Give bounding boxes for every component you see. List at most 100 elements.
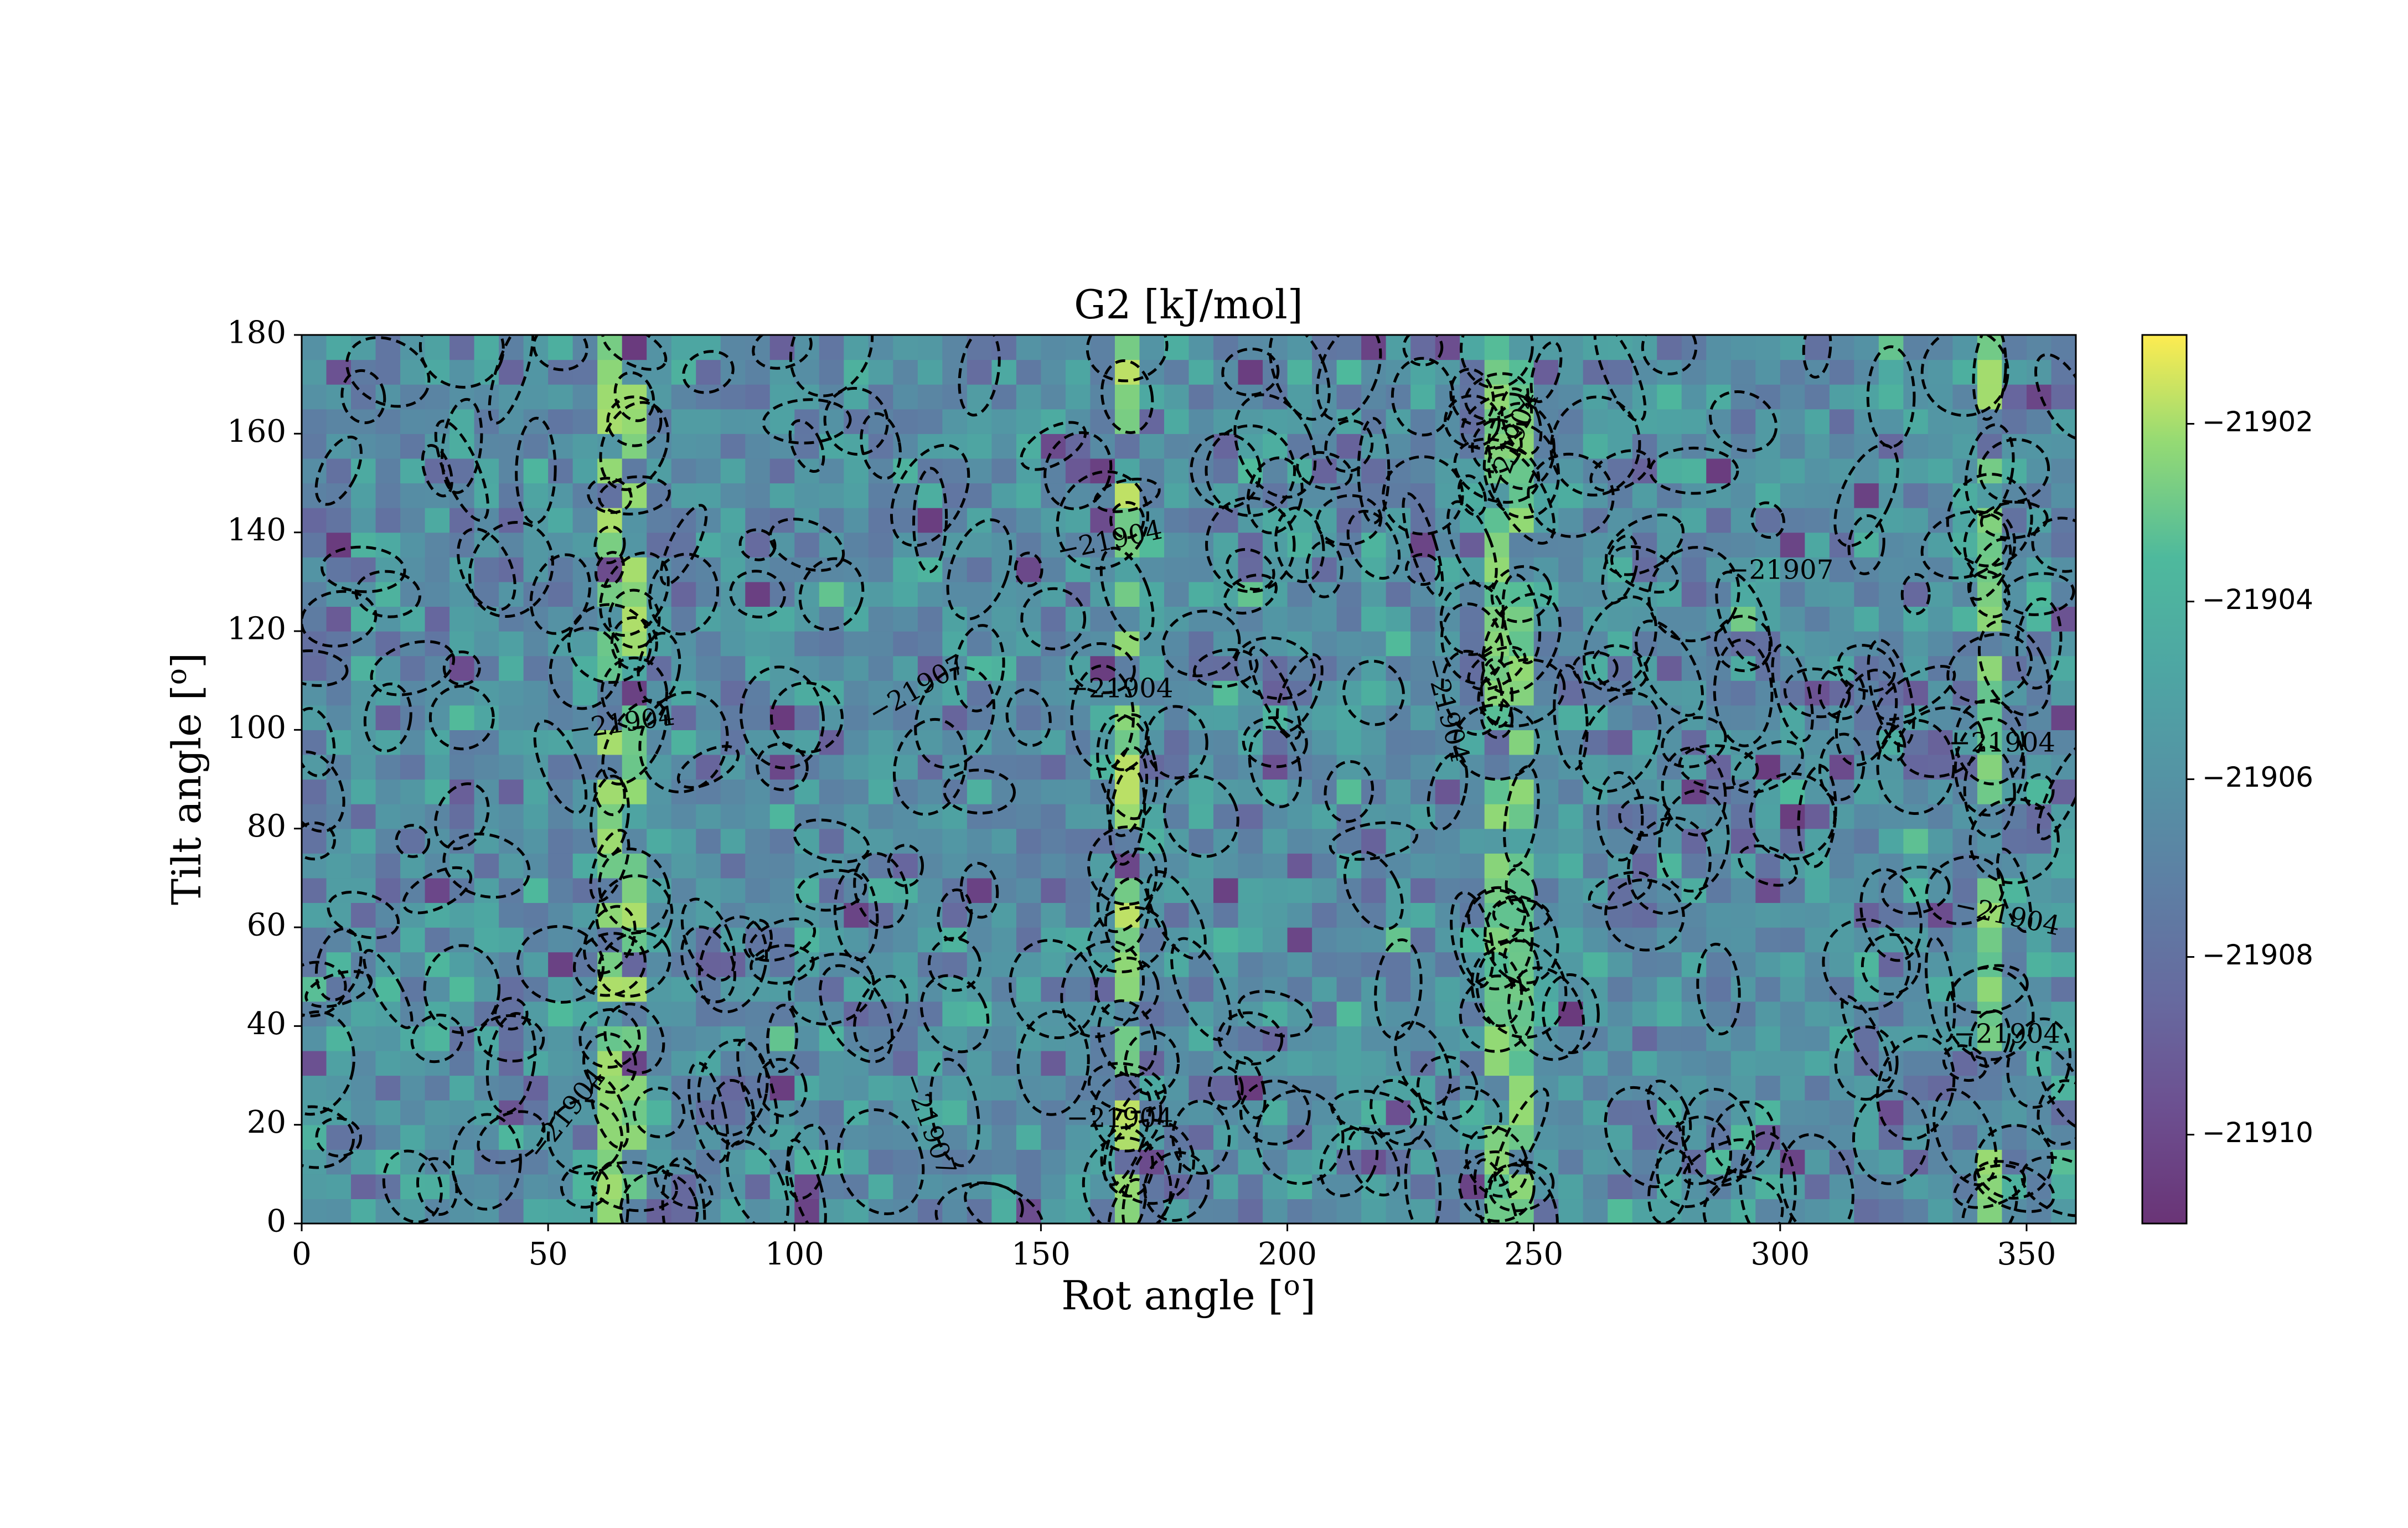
heatmap-cell bbox=[375, 804, 401, 829]
contour-line bbox=[823, 386, 889, 456]
contour-line bbox=[912, 467, 948, 574]
heatmap-cell bbox=[844, 483, 869, 508]
heatmap-cell bbox=[302, 1149, 327, 1175]
heatmap-cell bbox=[1361, 532, 1387, 557]
heatmap-cell bbox=[720, 1001, 746, 1026]
heatmap-cell bbox=[326, 1124, 352, 1150]
heatmap-cell bbox=[1780, 1174, 1805, 1200]
heatmap-cell bbox=[696, 409, 721, 434]
heatmap-cell bbox=[2051, 458, 2076, 484]
heatmap-cell bbox=[1041, 902, 1066, 928]
contour-line bbox=[887, 844, 924, 887]
heatmap-cell bbox=[1558, 853, 1584, 879]
contour-line bbox=[354, 570, 421, 618]
heatmap-cell bbox=[1952, 409, 1978, 434]
contour-line bbox=[1482, 422, 1560, 519]
contour-line bbox=[1207, 1066, 1244, 1110]
heatmap-cell bbox=[1410, 680, 1436, 706]
heatmap-cell bbox=[1361, 1199, 1387, 1224]
heatmap-cell bbox=[1016, 902, 1042, 928]
heatmap-cell bbox=[893, 1174, 918, 1200]
heatmap-cell bbox=[1361, 1026, 1387, 1051]
heatmap-cell bbox=[696, 804, 721, 829]
heatmap-cell bbox=[769, 1026, 795, 1051]
contour-line bbox=[457, 527, 516, 612]
heatmap-cell bbox=[1189, 335, 1214, 360]
heatmap-cell bbox=[1164, 730, 1190, 755]
contour-line bbox=[1818, 732, 1866, 801]
heatmap-cell bbox=[917, 508, 943, 533]
heatmap-cell bbox=[1928, 581, 1954, 607]
heatmap-cell bbox=[1410, 902, 1436, 928]
heatmap-cell bbox=[1730, 384, 1756, 410]
contour-line bbox=[1161, 610, 1241, 678]
heatmap-cell bbox=[769, 409, 795, 434]
heatmap-cell bbox=[1189, 359, 1214, 385]
heatmap-cell bbox=[819, 508, 844, 533]
heatmap-cell bbox=[671, 804, 696, 829]
heatmap-cell bbox=[622, 853, 647, 879]
heatmap-cell bbox=[1065, 557, 1091, 582]
heatmap-cell bbox=[1681, 433, 1707, 459]
heatmap-cell bbox=[572, 581, 598, 607]
heatmap-cell bbox=[1829, 902, 1854, 928]
contour-line bbox=[1527, 452, 1615, 538]
heatmap-cell bbox=[425, 581, 450, 607]
contour-label: −21904 bbox=[1954, 1019, 2060, 1050]
heatmap-cell bbox=[1336, 1026, 1362, 1051]
heatmap-cell bbox=[1213, 433, 1239, 459]
heatmap-cell bbox=[794, 581, 820, 607]
heatmap-cell bbox=[425, 730, 450, 755]
heatmap-cell bbox=[1533, 828, 1559, 854]
heatmap-cell bbox=[769, 359, 795, 385]
contour-line bbox=[958, 335, 1001, 417]
heatmap-cell bbox=[2026, 1075, 2052, 1101]
heatmap-cell bbox=[1263, 655, 1288, 681]
heatmap-cell bbox=[1805, 384, 1830, 410]
heatmap-cell bbox=[2051, 1026, 2076, 1051]
heatmap-cell bbox=[868, 1174, 893, 1200]
heatmap-cell bbox=[572, 1124, 598, 1150]
heatmap-cell bbox=[1065, 779, 1091, 804]
heatmap-cell bbox=[1706, 483, 1732, 508]
heatmap-cell bbox=[769, 927, 795, 953]
heatmap-cell bbox=[1065, 680, 1091, 706]
heatmap-cell bbox=[1681, 384, 1707, 410]
heatmap-cell bbox=[1780, 557, 1805, 582]
heatmap-cell bbox=[1460, 335, 1485, 360]
heatmap-cell bbox=[1509, 754, 1534, 780]
heatmap-cell bbox=[2026, 409, 2052, 434]
heatmap-cell bbox=[1287, 532, 1312, 557]
heatmap-cell bbox=[326, 409, 352, 434]
heatmap-cell bbox=[720, 1174, 746, 1200]
heatmap-cell bbox=[1977, 458, 2003, 484]
heatmap-cell bbox=[1854, 1124, 1879, 1150]
heatmap-cell bbox=[1263, 606, 1288, 632]
heatmap-cell bbox=[1681, 1174, 1707, 1200]
heatmap-cell bbox=[1164, 902, 1190, 928]
contour-line bbox=[742, 918, 773, 961]
heatmap-cell bbox=[1583, 853, 1608, 879]
heatmap-cell bbox=[917, 483, 943, 508]
heatmap-cell bbox=[1608, 1124, 1633, 1150]
heatmap-cell bbox=[1681, 1050, 1707, 1076]
heatmap-cell bbox=[548, 853, 573, 879]
heatmap-cell bbox=[1041, 1149, 1066, 1175]
heatmap-cell bbox=[1189, 804, 1214, 829]
contour-line bbox=[1972, 335, 2007, 421]
heatmap-cell bbox=[1632, 977, 1657, 1002]
heatmap-cell bbox=[375, 1026, 401, 1051]
heatmap-cell bbox=[302, 433, 327, 459]
heatmap-cell bbox=[1016, 1124, 1042, 1150]
contour-line bbox=[1069, 642, 1136, 694]
heatmap-cell bbox=[819, 631, 844, 657]
heatmap-cell bbox=[868, 730, 893, 755]
heatmap-cell bbox=[1016, 409, 1042, 434]
heatmap-cell bbox=[1041, 581, 1066, 607]
contour-line bbox=[1009, 938, 1098, 1040]
heatmap-cell bbox=[1386, 581, 1411, 607]
heatmap-cell bbox=[844, 680, 869, 706]
heatmap-cell bbox=[1016, 705, 1042, 730]
contour-line bbox=[1107, 1178, 1148, 1224]
heatmap-cell bbox=[671, 1075, 696, 1101]
